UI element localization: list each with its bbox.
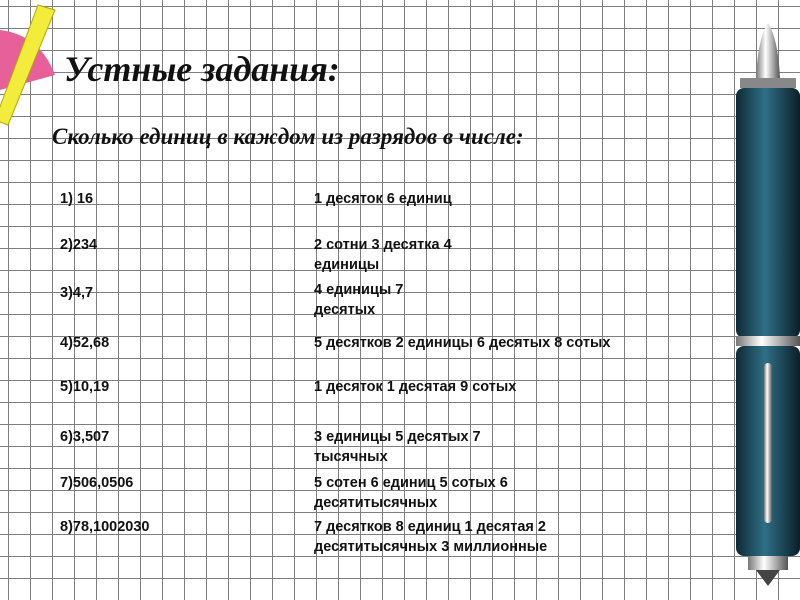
- item-number: 3)4,7: [60, 285, 94, 301]
- slide-subtitle: Сколько единиц в каждом из разрядов в чи…: [52, 124, 524, 149]
- item-answer: 2 сотни 3 десятка 4 единицы: [314, 237, 452, 273]
- item-answer: 7 десятков 8 единиц 1 десятая 2 десятиты…: [314, 519, 548, 555]
- item-number: 7)506,0506: [60, 475, 134, 491]
- item-answer: 5 сотен 6 единиц 5 сотых 6 десятитысячны…: [314, 475, 508, 511]
- item-number: 5)10,19: [60, 379, 110, 395]
- item-number: 2)234: [60, 237, 98, 253]
- slide-title: Устные задания:: [64, 49, 340, 89]
- item-number: 4)52,68: [60, 335, 110, 351]
- item-number: 1) 16: [60, 191, 94, 207]
- ruler-protractor-icon: [0, 4, 56, 126]
- item-number: 8)78,1002030: [60, 519, 150, 535]
- item-answer: 4 единицы 7 десятых: [314, 282, 404, 318]
- item-number: 6)3,507: [60, 429, 110, 445]
- pen-icon: [736, 23, 800, 586]
- item-answer: 5 десятков 2 единицы 6 десятых 8 сотых: [314, 335, 611, 351]
- item-answer: 1 десяток 1 десятая 9 сотых: [314, 379, 517, 395]
- item-answer: 3 единицы 5 десятых 7 тысячных: [314, 429, 481, 465]
- item-answer: 1 десяток 6 единиц: [314, 191, 452, 207]
